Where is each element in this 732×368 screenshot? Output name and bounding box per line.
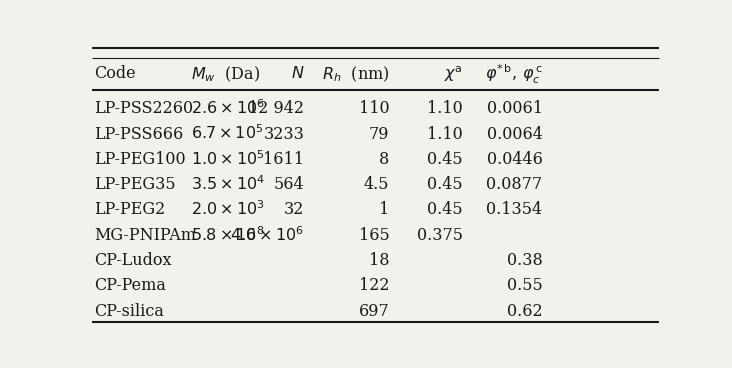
Text: 1.10: 1.10 <box>427 100 463 117</box>
Text: 110: 110 <box>359 100 389 117</box>
Text: 0.0877: 0.0877 <box>486 176 542 193</box>
Text: 0.45: 0.45 <box>427 176 463 193</box>
Text: 1: 1 <box>379 201 389 219</box>
Text: 0.375: 0.375 <box>417 227 463 244</box>
Text: 0.0061: 0.0061 <box>487 100 542 117</box>
Text: $3.5 \times 10^{4}$: $3.5 \times 10^{4}$ <box>191 175 265 194</box>
Text: $1.0 \times 10^{5}$: $1.0 \times 10^{5}$ <box>191 150 264 169</box>
Text: 0.38: 0.38 <box>507 252 542 269</box>
Text: $5.8 \times 10^{8}$: $5.8 \times 10^{8}$ <box>191 226 264 245</box>
Text: 4.5: 4.5 <box>364 176 389 193</box>
Text: 697: 697 <box>359 302 389 319</box>
Text: $R_h$  (nm): $R_h$ (nm) <box>322 64 389 84</box>
Text: 1.10: 1.10 <box>427 125 463 142</box>
Text: 0.62: 0.62 <box>507 302 542 319</box>
Text: $\varphi^{*\,{\rm b}},\,\varphi_c^{\,{\rm c}}$: $\varphi^{*\,{\rm b}},\,\varphi_c^{\,{\r… <box>485 62 542 85</box>
Text: 8: 8 <box>379 151 389 168</box>
Text: 0.0446: 0.0446 <box>487 151 542 168</box>
Text: LP-PEG2: LP-PEG2 <box>94 201 165 219</box>
Text: CP-Ludox: CP-Ludox <box>94 252 172 269</box>
Text: $2.6 \times 10^{6}$: $2.6 \times 10^{6}$ <box>191 99 265 118</box>
Text: 0.0064: 0.0064 <box>487 125 542 142</box>
Text: Code: Code <box>94 66 136 82</box>
Text: 18: 18 <box>369 252 389 269</box>
Text: 122: 122 <box>359 277 389 294</box>
Text: 79: 79 <box>369 125 389 142</box>
Text: $N$: $N$ <box>291 66 305 82</box>
Text: 564: 564 <box>274 176 305 193</box>
Text: 1611: 1611 <box>264 151 305 168</box>
Text: $4.6\times10^{6}$: $4.6\times10^{6}$ <box>231 226 305 245</box>
Text: CP-Pema: CP-Pema <box>94 277 166 294</box>
Text: 0.45: 0.45 <box>427 201 463 219</box>
Text: LP-PEG35: LP-PEG35 <box>94 176 176 193</box>
Text: $6.7 \times 10^{5}$: $6.7 \times 10^{5}$ <box>191 125 263 144</box>
Text: $2.0 \times 10^{3}$: $2.0 \times 10^{3}$ <box>191 201 264 219</box>
Text: MG-PNIPAm: MG-PNIPAm <box>94 227 196 244</box>
Text: 0.1354: 0.1354 <box>486 201 542 219</box>
Text: 0.55: 0.55 <box>507 277 542 294</box>
Text: CP-silica: CP-silica <box>94 302 164 319</box>
Text: 3233: 3233 <box>264 125 305 142</box>
Text: LP-PSS2260: LP-PSS2260 <box>94 100 193 117</box>
Text: 12 942: 12 942 <box>248 100 305 117</box>
Text: $\chi^{\rm a}$: $\chi^{\rm a}$ <box>444 64 463 84</box>
Text: LP-PEG100: LP-PEG100 <box>94 151 186 168</box>
Text: LP-PSS666: LP-PSS666 <box>94 125 184 142</box>
Text: 165: 165 <box>359 227 389 244</box>
Text: $M_w$  (Da): $M_w$ (Da) <box>191 64 260 84</box>
Text: 32: 32 <box>284 201 305 219</box>
Text: 0.45: 0.45 <box>427 151 463 168</box>
